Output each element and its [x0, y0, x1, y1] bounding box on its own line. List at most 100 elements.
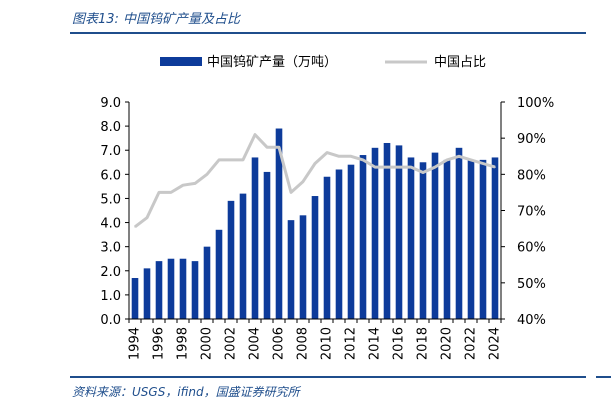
- bar: [227, 200, 235, 319]
- share-point: [146, 216, 148, 219]
- bar: [395, 145, 403, 319]
- bar: [167, 258, 175, 319]
- bar: [419, 162, 427, 319]
- bar: [467, 159, 475, 319]
- x-tick-label: 2002: [224, 327, 239, 360]
- share-point: [458, 155, 460, 158]
- bar: [371, 147, 379, 319]
- x-tick-label: 2020: [440, 327, 455, 360]
- share-point: [170, 191, 172, 194]
- bar: [311, 196, 319, 319]
- bar: [179, 258, 187, 319]
- share-point: [410, 166, 412, 168]
- x-tick-label: 2022: [464, 327, 479, 360]
- share-point: [254, 133, 256, 136]
- share-point: [242, 159, 244, 161]
- source-note: 资料来源：USGS，ifind，国盛证券研究所: [72, 385, 300, 399]
- legend-label-share: 中国占比: [434, 55, 486, 70]
- bar: [215, 229, 223, 319]
- bar: [239, 193, 247, 319]
- bar: [491, 157, 499, 319]
- share-point: [290, 191, 292, 194]
- bar: [155, 261, 163, 319]
- bar: [383, 142, 391, 319]
- bar: [479, 159, 487, 319]
- share-point: [446, 159, 448, 161]
- bar: [431, 152, 439, 319]
- share-point: [326, 151, 328, 154]
- bottom-rule-tick: [596, 376, 611, 378]
- share-point: [134, 225, 136, 228]
- x-tick-label: 1996: [152, 327, 167, 360]
- y-left-tick-label: 6.0: [100, 168, 121, 183]
- x-tick-label: 1998: [176, 327, 191, 360]
- bottom-rule: [70, 376, 586, 378]
- y-right-tick-label: 60%: [517, 241, 546, 256]
- bar: [407, 157, 415, 319]
- figure-title: 图表13: 中国钨矿产量及占比: [72, 12, 241, 27]
- x-tick-label: 2018: [416, 327, 431, 360]
- bar: [251, 157, 259, 319]
- bar: [323, 176, 331, 319]
- bar: [299, 215, 307, 319]
- legend: 中国钨矿产量（万吨） 中国占比: [160, 54, 486, 70]
- share-point: [206, 173, 208, 176]
- share-point: [314, 162, 316, 165]
- x-tick-label: 2024: [488, 327, 503, 360]
- y-axis-right: 40% 50% 60% 70% 80% 90% 100%: [501, 96, 554, 328]
- y-left-tick-label: 2.0: [100, 265, 121, 280]
- bar: [455, 147, 463, 319]
- legend-swatch-production: [160, 57, 202, 66]
- share-point: [422, 171, 424, 174]
- bar: [263, 171, 271, 319]
- y-right-tick-label: 90%: [517, 132, 546, 147]
- bar: [335, 169, 343, 319]
- x-tick-label: 2004: [248, 327, 263, 360]
- y-right-tick-label: 100%: [517, 96, 554, 111]
- share-point: [218, 159, 220, 161]
- y-left-tick-label: 0.0: [100, 313, 121, 328]
- y-right-tick-label: 70%: [517, 205, 546, 220]
- x-tick-label: 2006: [272, 327, 287, 360]
- share-point: [302, 180, 304, 183]
- y-left-tick-label: 9.0: [100, 96, 121, 111]
- axes: [128, 102, 502, 320]
- top-rule: [70, 32, 586, 34]
- share-point: [386, 166, 388, 168]
- share-point: [494, 166, 496, 168]
- x-tick-label: 2000: [200, 327, 215, 360]
- bar: [359, 155, 367, 319]
- share-point: [470, 159, 472, 161]
- share-point: [230, 159, 232, 161]
- share-point: [482, 162, 484, 165]
- share-point: [374, 166, 376, 168]
- bar-series: [131, 128, 499, 319]
- y-right-tick-label: 50%: [517, 277, 546, 292]
- share-point: [350, 155, 352, 158]
- y-left-tick-label: 3.0: [100, 241, 121, 256]
- x-tick-label: 2014: [368, 327, 383, 360]
- bar: [191, 261, 199, 319]
- x-tick-label: 1994: [128, 327, 143, 360]
- share-point: [362, 159, 364, 161]
- y-left-tick-label: 4.0: [100, 217, 121, 232]
- share-point: [182, 184, 184, 186]
- share-point: [398, 166, 400, 168]
- y-left-tick-label: 7.0: [100, 144, 121, 159]
- y-left-tick-label: 5.0: [100, 192, 121, 207]
- bar: [131, 278, 139, 319]
- line-series: [134, 133, 496, 228]
- y-right-tick-label: 80%: [517, 168, 546, 183]
- bar: [443, 159, 451, 319]
- share-point: [194, 182, 196, 185]
- x-axis: 1994 1996 1998 2000 2002 2004 2006 2008 2010 2012…: [128, 319, 503, 360]
- x-tick-label: 2012: [344, 327, 359, 360]
- x-tick-label: 2008: [296, 327, 311, 360]
- x-tick-label: 2016: [392, 327, 407, 360]
- bar: [275, 128, 283, 319]
- legend-label-production: 中国钨矿产量（万吨）: [207, 54, 337, 70]
- share-point: [434, 166, 436, 168]
- y-left-tick-label: 8.0: [100, 120, 121, 135]
- share-point: [278, 146, 280, 149]
